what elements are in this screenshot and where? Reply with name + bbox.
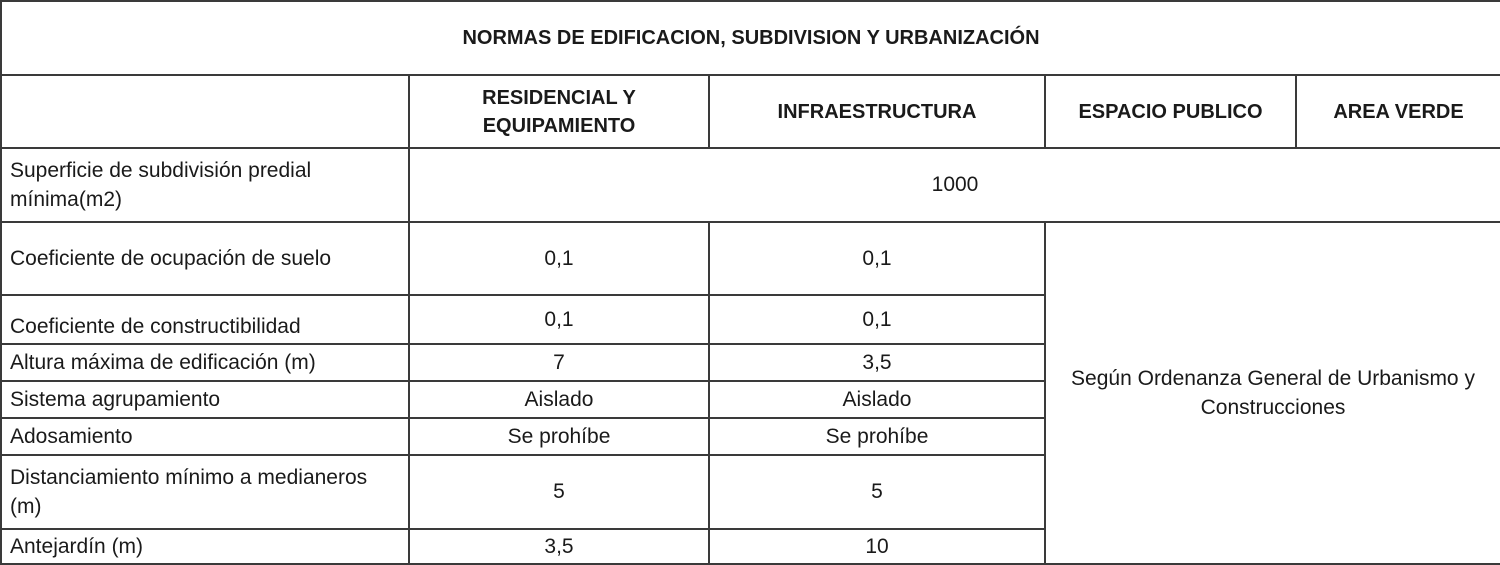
infraestructura-value: Aislado — [708, 380, 1046, 419]
row-label: Adosamiento — [0, 417, 410, 456]
row-label: Sistema agrupamiento — [0, 380, 410, 419]
row-label: Altura máxima de edificación (m) — [0, 343, 410, 382]
table-row: Coeficiente de ocupación de suelo 0,1 0,… — [0, 221, 1500, 565]
header-infraestructura: INFRAESTRUCTURA — [708, 74, 1046, 149]
header-residencial: RESIDENCIAL Y EQUIPAMIENTO — [408, 74, 710, 149]
table-row: Superficie de subdivisión predial mínima… — [0, 147, 1500, 223]
table-row: Adosamiento Se prohíbe Se prohíbe — [0, 417, 1500, 456]
table-row: Altura máxima de edificación (m) 7 3,5 — [0, 343, 1500, 382]
infraestructura-value: Se prohíbe — [708, 417, 1046, 456]
merged-value: 1000 — [407, 147, 1500, 223]
row-label: Antejardín (m) — [0, 528, 410, 565]
residencial-value: 5 — [408, 454, 710, 530]
residencial-value: Aislado — [408, 380, 710, 419]
row-label: Superficie de subdivisión predial mínima… — [0, 147, 410, 223]
infraestructura-value: 5 — [708, 454, 1046, 530]
residencial-value: 3,5 — [408, 528, 710, 565]
header-area-verde: AREA VERDE — [1294, 74, 1500, 149]
row-label: Distanciamiento mínimo a medianeros (m) — [0, 454, 410, 530]
header-empty — [0, 74, 410, 149]
row-label: Coeficiente de constructibilidad — [0, 294, 410, 345]
residencial-value: 0,1 — [408, 294, 710, 345]
espacio-area-note: Según Ordenanza General de Urbanismo y C… — [1043, 221, 1500, 565]
residencial-value: 7 — [408, 343, 710, 382]
table-row: Distanciamiento mínimo a medianeros (m) … — [0, 454, 1500, 530]
header-espacio-publico: ESPACIO PUBLICO — [1044, 74, 1297, 149]
table-title: NORMAS DE EDIFICACION, SUBDIVISION Y URB… — [0, 0, 1500, 76]
infraestructura-value: 0,1 — [708, 221, 1046, 296]
table-row: Sistema agrupamiento Aislado Aislado — [0, 380, 1500, 419]
infraestructura-value: 3,5 — [708, 343, 1046, 382]
table-row: Coeficiente de constructibilidad 0,1 0,1 — [0, 294, 1500, 345]
infraestructura-value: 0,1 — [708, 294, 1046, 345]
residencial-value: 0,1 — [408, 221, 710, 296]
row-label: Coeficiente de ocupación de suelo — [0, 221, 410, 296]
header-row: RESIDENCIAL Y EQUIPAMIENTO INFRAESTRUCTU… — [0, 74, 1500, 149]
infraestructura-value: 10 — [708, 528, 1046, 565]
residencial-value: Se prohíbe — [408, 417, 710, 456]
